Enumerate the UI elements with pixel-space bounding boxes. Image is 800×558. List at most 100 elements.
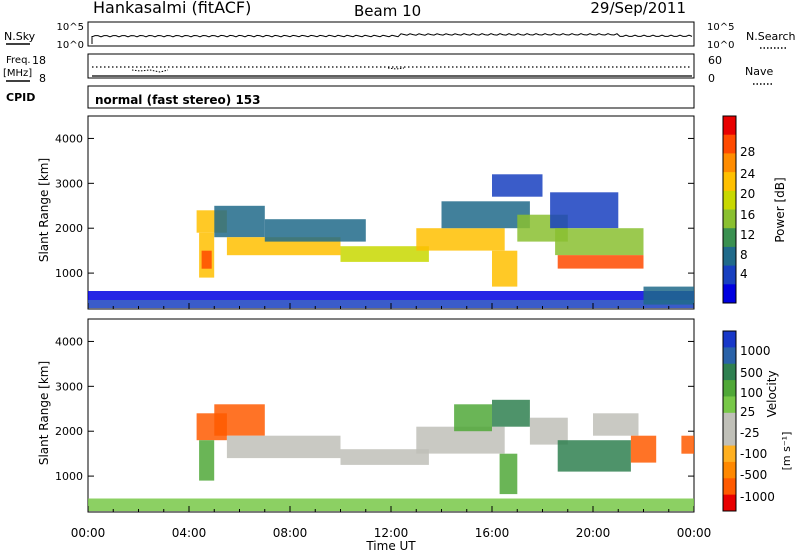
colorbar-band <box>723 331 736 348</box>
colorbar-band <box>723 445 736 463</box>
x-tick-label: 00:00 <box>677 526 712 540</box>
colorbar-band <box>723 228 736 248</box>
heatmap-cell <box>529 417 568 445</box>
velocity-colorbar-unit: [m s⁻¹] <box>780 432 793 471</box>
heatmap-cell <box>555 228 644 256</box>
velocity-colorbar-bands <box>723 331 736 512</box>
cpid-panel: CPID normal (fast stereo) 153 <box>6 85 695 109</box>
date-label: 29/Sep/2011 <box>590 0 686 17</box>
nsky-panel: N.Sky 10^5 10^0 10^5 10^0 N.Search <box>4 21 796 51</box>
colorbar-band <box>723 153 736 173</box>
colorbar-band <box>723 478 736 496</box>
power-ylabel: Slant Range [km] <box>37 158 51 262</box>
power-colorbar-frame <box>722 115 737 304</box>
colorbar-tick-label: 24 <box>740 167 755 181</box>
heatmap-cell <box>643 286 694 305</box>
y-tick-label: 3000 <box>55 177 83 190</box>
colorbar-band <box>723 209 736 229</box>
heatmap-cell <box>454 404 492 432</box>
x-tick-label: 04:00 <box>172 526 207 540</box>
velocity-cells <box>88 399 694 512</box>
heatmap-cell <box>214 404 265 436</box>
colorbar-band <box>723 429 736 447</box>
heatmap-cell <box>630 435 657 463</box>
freq-label-line2: [MHz] <box>3 68 32 79</box>
colorbar-tick-label: 20 <box>740 187 755 201</box>
colorbar-tick-label: -1000 <box>740 490 775 504</box>
heatmap-cell <box>681 435 694 454</box>
freq-frame <box>87 53 695 79</box>
power-colorbar-ticks: 28 24 20 16 12 8 4 <box>740 145 755 281</box>
station-title: Hankasalmi (fitACF) <box>93 0 251 17</box>
nsky-label: N.Sky <box>4 30 36 43</box>
colorbar-tick-label: 16 <box>740 208 755 222</box>
power-colorbar: 28 24 20 16 12 8 4 Power [dB] <box>722 115 787 304</box>
heatmap-cell <box>492 250 518 287</box>
heatmap-cell <box>201 250 212 269</box>
x-tick-label: 00:00 <box>71 526 106 540</box>
heatmap-cell <box>264 219 366 242</box>
x-tick-label: 20:00 <box>576 526 611 540</box>
nsky-tick-top: 10^5 <box>57 22 84 33</box>
freq-dip <box>131 69 169 73</box>
freq-tick-bottom: 8 <box>39 72 46 85</box>
heatmap-cell <box>593 413 639 436</box>
nave-label: Nave <box>745 65 773 78</box>
heatmap-cell <box>340 449 429 465</box>
velocity-panel: 4000 3000 2000 1000 00:00 04:00 08:00 12:00 16:… <box>37 318 712 553</box>
x-tick-label: 12:00 <box>374 526 409 540</box>
nsearch-tick-bottom: 10^0 <box>707 40 734 51</box>
cpid-value: normal (fast stereo) 153 <box>95 93 261 107</box>
heatmap-cell <box>441 201 530 229</box>
nsky-trace <box>91 33 693 44</box>
nave-tick-bottom: 0 <box>708 72 715 85</box>
power-y-axis: 4000 3000 2000 1000 <box>55 132 695 309</box>
colorbar-tick-label: 4 <box>740 267 748 281</box>
heatmap-cell <box>492 399 530 427</box>
velocity-colorbar-frame <box>722 330 737 512</box>
colorbar-tick-label: 25 <box>740 405 755 419</box>
y-tick-label: 2000 <box>55 425 83 438</box>
velocity-colorbar: 1000 500 100 25 -25 -100 -500 -1000 Velocity [m… <box>722 330 793 512</box>
power-cells <box>88 174 694 309</box>
power-panel: 4000 3000 2000 1000 Slant Range [km] <box>37 115 695 310</box>
colorbar-tick-label: 8 <box>740 248 748 262</box>
power-colorbar-label: Power [dB] <box>773 177 787 242</box>
colorbar-band <box>723 461 736 479</box>
colorbar-tick-label: 28 <box>740 145 755 159</box>
velocity-colorbar-label: Velocity <box>765 370 779 417</box>
colorbar-band <box>723 494 736 512</box>
colorbar-band <box>723 380 736 397</box>
power-colorbar-bands <box>723 116 736 304</box>
colorbar-tick-label: 1000 <box>740 344 771 358</box>
freq-dip-2 <box>387 67 405 70</box>
freq-tick-top: 18 <box>32 54 46 67</box>
x-tick-label: 16:00 <box>475 526 510 540</box>
colorbar-tick-label: 12 <box>740 228 755 242</box>
heatmap-cell <box>557 440 631 472</box>
freq-panel: Freq. [MHz] 18 8 60 0 Nave <box>3 53 773 85</box>
y-tick-label: 3000 <box>55 380 83 393</box>
heatmap-cell <box>199 440 215 481</box>
colorbar-tick-label: -100 <box>740 447 767 461</box>
colorbar-tick-label: -500 <box>740 468 767 482</box>
beam-label: Beam 10 <box>354 2 421 20</box>
heatmap-cell <box>226 435 341 459</box>
nsky-frame <box>87 21 695 47</box>
heatmap-cell <box>416 228 505 251</box>
colorbar-band <box>723 412 736 430</box>
heatmap-cell <box>88 291 694 300</box>
nsky-tick-bottom: 10^0 <box>57 40 84 51</box>
heatmap-cell <box>550 192 619 229</box>
cpid-label: CPID <box>6 91 35 104</box>
y-tick-label: 2000 <box>55 222 83 235</box>
heatmap-cell <box>492 174 543 197</box>
freq-label-line1: Freq. <box>6 55 31 66</box>
colorbar-band <box>723 172 736 192</box>
colorbar-band <box>723 396 736 414</box>
colorbar-tick-label: 100 <box>740 386 763 400</box>
colorbar-band <box>723 246 736 267</box>
heatmap-cell <box>499 453 518 495</box>
